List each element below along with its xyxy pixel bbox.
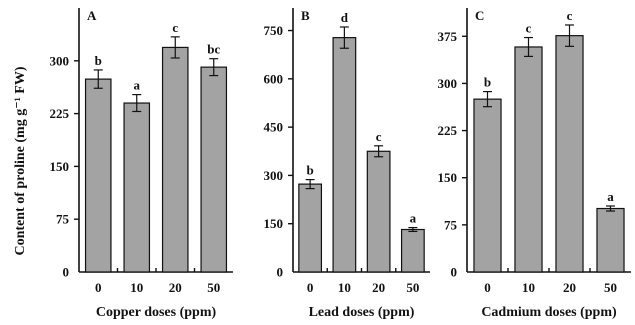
x-tick-label: 10 [130, 280, 143, 295]
y-tick-label: 300 [264, 168, 284, 183]
significance-letter: b [95, 53, 102, 68]
bar [298, 183, 323, 273]
bar [473, 98, 502, 273]
x-tick-label: 0 [95, 280, 102, 295]
y-tick-label: 450 [264, 120, 284, 135]
chart-panel-b: 0 150 300 450 600 750 Bb 0 d 10 c 20 a 50 Lead doses (… [264, 8, 430, 320]
bar [366, 150, 391, 273]
y-tick-label: 0 [63, 265, 70, 280]
significance-letter: c [376, 129, 382, 144]
x-tick-label: 0 [484, 280, 491, 295]
bar [161, 46, 189, 273]
bar [514, 46, 543, 273]
x-tick-label: 20 [563, 280, 576, 295]
significance-letter: a [134, 78, 141, 93]
significance-letter: c [526, 21, 532, 36]
x-tick-label: 0 [307, 280, 314, 295]
x-tick-label: 10 [522, 280, 535, 295]
significance-letter: a [607, 189, 614, 204]
y-tick-label: 0 [277, 265, 284, 280]
panel-letter: C [475, 8, 484, 23]
x-tick-label: 20 [372, 280, 385, 295]
y-tick-label: 150 [50, 159, 70, 174]
panel-letter: B [301, 8, 310, 23]
y-tick-label: 225 [438, 123, 458, 138]
bar [200, 66, 228, 273]
significance-letter: a [410, 211, 417, 226]
y-tick-label: 600 [264, 71, 284, 86]
y-tick-label: 75 [56, 212, 70, 227]
y-tick-label: 150 [438, 170, 458, 185]
y-tick-label: 150 [264, 216, 284, 231]
x-tick-label: 50 [604, 280, 617, 295]
y-tick-label: 300 [50, 53, 70, 68]
y-tick-label: 0 [451, 265, 458, 280]
significance-letter: b [484, 75, 491, 90]
y-tick-label: 225 [50, 106, 70, 121]
significance-letter: b [307, 163, 314, 178]
x-tick-label: 50 [406, 280, 419, 295]
panel-letter: A [87, 8, 97, 23]
x-axis-title: Cadmium doses (ppm) [481, 305, 617, 320]
significance-letter: c [172, 20, 178, 35]
y-tick-label: 750 [264, 23, 284, 38]
chart-panel-c: 0 75 150 225 300 375 Cb 0 c 10 c 20 a 50 Cadmium doses… [438, 8, 631, 320]
bar [596, 207, 625, 273]
y-axis-label: Content of proline (mg g⁻¹ FW) [13, 66, 28, 255]
x-tick-label: 50 [207, 280, 220, 295]
x-axis-title: Lead doses (ppm) [309, 305, 415, 320]
y-tick-label: 375 [438, 29, 458, 44]
bar [84, 78, 112, 273]
bar [123, 102, 151, 273]
bar [555, 35, 584, 273]
x-tick-label: 10 [338, 280, 351, 295]
significance-letter: bc [207, 42, 220, 57]
bar [400, 228, 425, 273]
significance-letter: d [341, 10, 349, 25]
y-tick-label: 75 [444, 217, 458, 232]
x-tick-label: 20 [169, 280, 182, 295]
y-tick-label: 300 [438, 76, 458, 91]
x-axis-title: Copper doses (ppm) [96, 305, 217, 320]
bar [332, 37, 357, 273]
significance-letter: c [567, 8, 573, 23]
chart-panel-a: 0 75 150 225 300 Ab 0 a 10 c 20 bc 50 Copper doses (p… [50, 8, 233, 320]
